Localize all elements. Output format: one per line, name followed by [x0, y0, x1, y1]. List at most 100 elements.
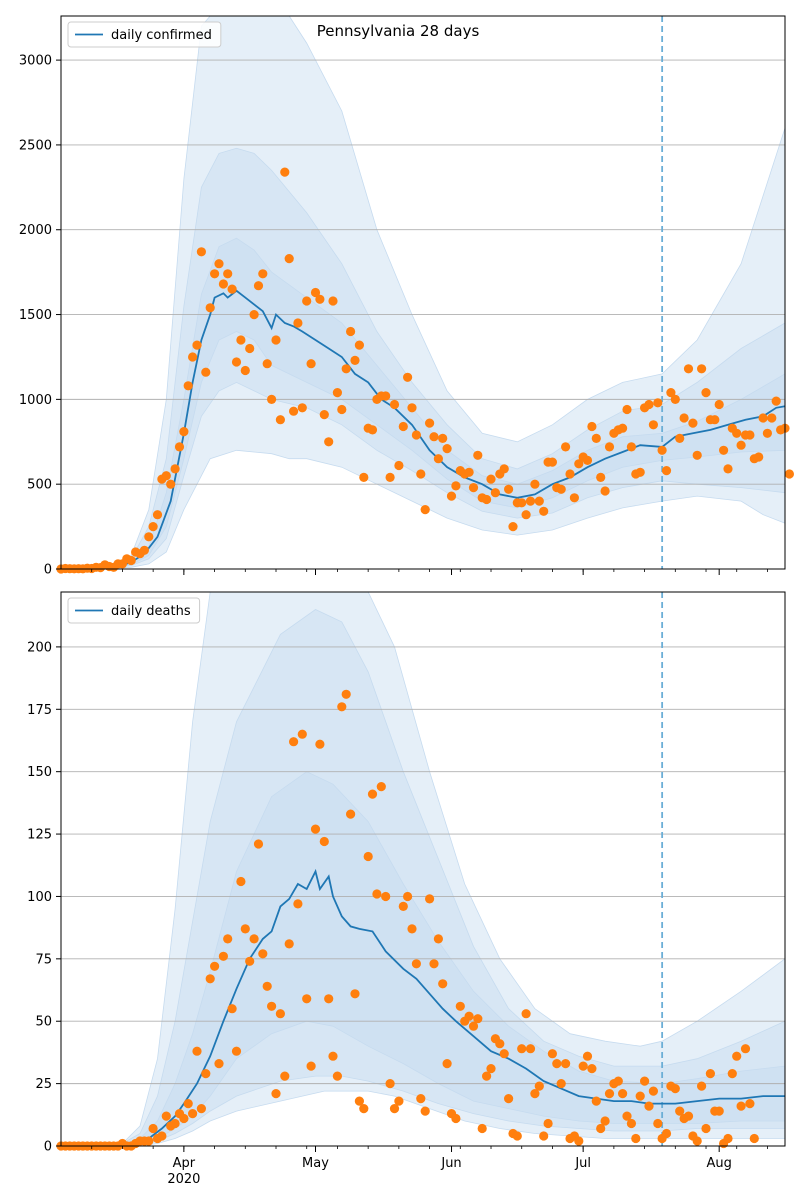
observed-point — [701, 388, 711, 398]
observed-point — [389, 399, 400, 410]
observed-point — [661, 466, 672, 476]
observed-point — [411, 959, 421, 969]
observed-point — [512, 1131, 522, 1141]
observed-point — [267, 1001, 277, 1011]
observed-point — [381, 391, 391, 401]
observed-point — [201, 1069, 211, 1079]
observed-point — [661, 1128, 672, 1139]
observed-point — [701, 1123, 711, 1134]
observed-point — [161, 1111, 171, 1121]
observed-point — [736, 1101, 746, 1111]
observed-point — [618, 1089, 628, 1099]
observed-point — [210, 961, 220, 971]
observed-point — [596, 1123, 606, 1134]
observed-point — [367, 789, 378, 799]
deaths-dots — [56, 689, 759, 1151]
observed-point — [697, 1081, 707, 1091]
y-tick-label: 1500 — [19, 308, 52, 323]
uncertainty-band-75pct — [61, 147, 785, 569]
observed-point — [275, 415, 285, 425]
observed-point — [600, 486, 610, 496]
observed-point — [473, 1014, 483, 1024]
observed-point — [214, 1059, 224, 1069]
y-tick-label: 25 — [35, 1077, 52, 1092]
observed-point — [126, 555, 136, 566]
observed-point — [732, 1051, 742, 1061]
observed-point — [319, 836, 329, 847]
observed-point — [552, 1059, 562, 1069]
observed-point — [692, 1136, 702, 1146]
observed-point — [517, 498, 527, 508]
observed-point — [486, 474, 496, 484]
observed-point — [310, 824, 321, 834]
observed-point — [253, 281, 264, 291]
observed-point — [666, 388, 676, 398]
observed-point — [543, 1118, 553, 1129]
observed-point — [315, 739, 325, 749]
observed-point — [354, 340, 364, 350]
observed-point — [258, 269, 268, 279]
observed-point — [604, 1089, 615, 1099]
observed-point — [732, 428, 742, 438]
observed-point — [556, 484, 566, 494]
observed-point — [227, 1004, 237, 1014]
observed-point — [683, 1111, 694, 1121]
confirmed-bands — [61, 16, 785, 569]
observed-point — [767, 413, 777, 423]
observed-point — [337, 702, 347, 712]
observed-point — [337, 404, 347, 415]
observed-point — [148, 522, 158, 532]
observed-point — [258, 949, 268, 959]
observed-point — [407, 924, 417, 934]
observed-point — [525, 1044, 536, 1054]
observed-point — [363, 851, 373, 862]
observed-point — [723, 1133, 733, 1144]
observed-point — [350, 355, 360, 365]
observed-point — [446, 491, 457, 501]
observed-point — [324, 994, 334, 1004]
observed-point — [210, 269, 220, 279]
observed-point — [631, 1133, 641, 1144]
observed-point — [315, 294, 325, 304]
observed-point — [635, 1091, 645, 1101]
observed-point — [591, 1096, 601, 1106]
observed-point — [622, 1111, 632, 1121]
observed-point — [188, 352, 198, 362]
legend-label: daily deaths — [111, 604, 191, 619]
chart-title: Pennsylvania 28 days — [317, 22, 480, 40]
observed-point — [148, 1123, 158, 1134]
observed-point — [490, 488, 500, 498]
observed-point — [341, 689, 351, 699]
observed-point — [359, 1104, 369, 1114]
observed-point — [723, 464, 733, 474]
deaths-series — [61, 868, 785, 1146]
observed-point — [262, 981, 272, 991]
observed-point — [477, 1123, 487, 1134]
observed-point — [745, 1099, 755, 1109]
observed-point — [525, 496, 536, 506]
x-tick-label: May — [302, 1156, 329, 1171]
observed-point — [297, 729, 307, 739]
observed-point — [249, 310, 259, 320]
observed-point — [218, 951, 228, 961]
observed-point — [547, 457, 558, 467]
observed-point — [714, 399, 724, 410]
observed-point — [223, 934, 233, 944]
observed-point — [653, 1118, 663, 1129]
observed-point — [442, 444, 452, 454]
observed-point — [425, 894, 435, 904]
observed-point — [574, 1136, 584, 1146]
observed-point — [499, 464, 509, 474]
observed-point — [604, 442, 615, 452]
observed-point — [697, 364, 707, 374]
observed-point — [688, 418, 698, 428]
observed-point — [539, 1131, 549, 1141]
observed-point — [762, 428, 773, 438]
observed-point — [416, 469, 426, 479]
y-tick-label: 0 — [44, 563, 52, 578]
observed-point — [679, 413, 689, 423]
observed-point — [429, 959, 439, 969]
observed-point — [455, 1001, 465, 1011]
observed-point — [433, 934, 443, 944]
observed-point — [670, 394, 680, 404]
